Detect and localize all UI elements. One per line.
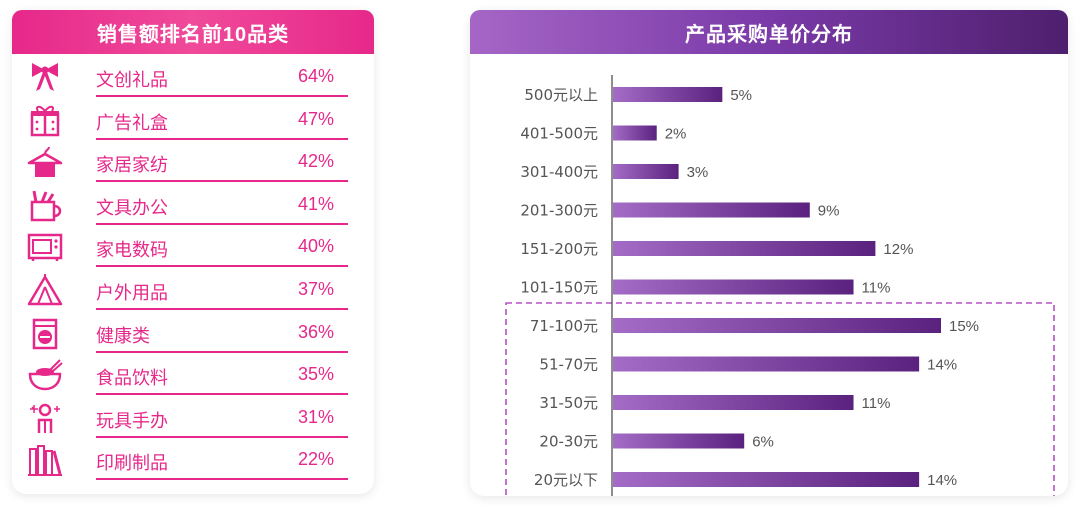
category-share: 36% [297, 321, 334, 342]
category-row: 户外用品 37% [12, 269, 374, 311]
bar [613, 318, 941, 333]
top-categories-panel: 销售额排名前10品类 文创礼品 64% 广告礼盒 47% 家居家纺 42% 文具办公 41% 家… [12, 10, 374, 494]
top-categories-title: 销售额排名前10品类 [12, 10, 374, 54]
bowl-icon [26, 358, 64, 392]
stationery-cup-icon [26, 188, 64, 222]
bar [613, 202, 810, 218]
category-name: 户外用品 [96, 283, 168, 304]
price-distribution-chart: 500元以上 5% 401-500元 2% 301-400元 3% 201-300元 9% 15… [505, 75, 1055, 496]
tick-label: 500元以上 [524, 86, 598, 104]
category-share: 22% [297, 449, 334, 470]
category-name: 文具办公 [96, 197, 168, 219]
row-divider [96, 393, 348, 396]
row-divider [96, 222, 348, 225]
category-name: 玩具手办 [96, 410, 168, 432]
figure-icon [26, 401, 64, 435]
data-label: 15% [949, 318, 979, 335]
data-label: 14% [927, 472, 957, 489]
tick-label: 301-400元 [520, 163, 598, 181]
category-row: 文创礼品 64% [12, 56, 374, 98]
category-name: 食品饮料 [96, 368, 168, 390]
category-share: 31% [297, 406, 334, 427]
row-divider [96, 435, 348, 438]
data-label: 5% [730, 87, 752, 104]
data-label: 12% [883, 241, 913, 258]
tick-label: 20元以下 [534, 471, 598, 489]
category-name: 文创礼品 [96, 70, 168, 91]
category-row: 家电数码 40% [12, 226, 374, 268]
bar [613, 395, 854, 410]
bar [613, 279, 854, 295]
row-divider [96, 180, 348, 183]
tick-label: 201-300元 [520, 202, 598, 220]
category-row: 家居家纺 42% [12, 141, 374, 183]
bar [613, 241, 876, 256]
tick-label: 31-50元 [539, 394, 598, 412]
data-label: 2% [665, 126, 687, 143]
data-label: 14% [927, 357, 957, 374]
category-row: 食品饮料 35% [12, 354, 374, 396]
bar [613, 433, 745, 449]
category-name: 家居家纺 [96, 155, 168, 177]
tick-label: 71-100元 [530, 317, 598, 335]
category-row: 广告礼盒 47% [12, 99, 374, 141]
bar [613, 356, 920, 372]
category-share: 37% [297, 279, 334, 299]
hanger-icon [26, 145, 64, 179]
data-label: 6% [752, 434, 774, 451]
bar [613, 164, 679, 179]
category-row: 健康类 36% [12, 312, 374, 354]
category-share: 35% [297, 364, 334, 385]
books-icon [26, 443, 64, 477]
tick-label: 151-200元 [520, 240, 598, 258]
tent-icon [26, 273, 64, 307]
bar [613, 472, 920, 487]
category-row: 印刷制品 22% [12, 439, 374, 481]
gift-box-icon [26, 103, 64, 137]
data-label: 3% [687, 164, 709, 181]
category-name: 印刷制品 [96, 453, 168, 475]
category-name: 健康类 [96, 325, 150, 347]
category-name: 家电数码 [96, 240, 168, 262]
row-divider [96, 308, 348, 310]
tick-label: 20-30元 [539, 433, 598, 451]
microwave-icon [26, 230, 64, 264]
bar [613, 125, 657, 141]
row-divider [96, 350, 348, 353]
tick-label: 101-150元 [520, 279, 598, 297]
category-row: 文具办公 41% [12, 184, 374, 226]
data-label: 11% [862, 280, 891, 297]
data-label: 9% [818, 203, 840, 220]
bow-icon [26, 60, 64, 94]
category-share: 40% [297, 236, 334, 257]
highlight-box [505, 302, 1055, 496]
medicine-bag-icon [26, 316, 64, 350]
category-share: 47% [297, 108, 334, 129]
category-share: 64% [297, 66, 334, 86]
category-name: 广告礼盒 [96, 112, 168, 134]
data-label: 11% [862, 395, 891, 412]
price-distribution-panel: 产品采购单价分布 500元以上 5% 401-500元 2% 301-400元 3% 201… [470, 10, 1068, 496]
bar [613, 87, 723, 102]
category-row: 玩具手办 31% [12, 397, 374, 439]
category-share: 42% [297, 151, 334, 172]
category-share: 41% [297, 193, 334, 214]
row-divider [96, 478, 348, 481]
row-divider [96, 137, 348, 140]
row-divider [96, 265, 348, 268]
tick-label: 401-500元 [520, 125, 598, 143]
chart-title: 产品采购单价分布 [470, 10, 1068, 54]
tick-label: 51-70元 [539, 356, 598, 374]
row-divider [96, 95, 348, 97]
